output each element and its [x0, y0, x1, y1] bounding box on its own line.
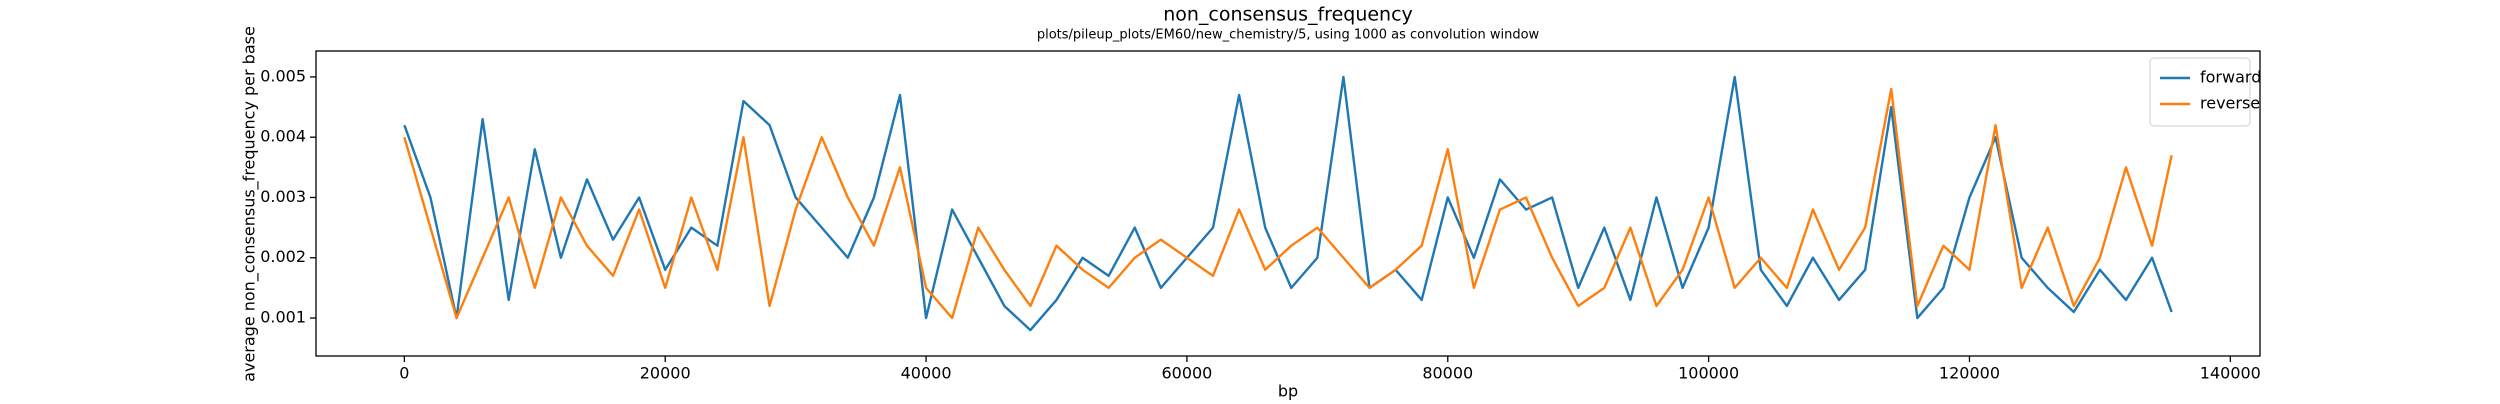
x-tick-label: 20000 — [640, 364, 691, 383]
x-tick-label: 0 — [399, 364, 409, 383]
y-axis-label: average non_consensus_frequency per base — [240, 26, 260, 382]
y-tick-label: 0.002 — [260, 247, 306, 266]
x-tick-label: 40000 — [901, 364, 952, 383]
chart-title: non_consensus_frequency — [1163, 4, 1413, 26]
y-tick-label: 0.003 — [260, 187, 306, 206]
x-tick-label: 120000 — [1939, 364, 2000, 383]
y-tick-label: 0.001 — [260, 308, 306, 327]
legend-label: reverse — [2200, 94, 2260, 113]
x-axis-label: bp — [1278, 382, 1298, 401]
x-tick-label: 140000 — [2200, 364, 2261, 383]
x-tick-label: 100000 — [1678, 364, 1739, 383]
series-line — [403, 75, 2173, 332]
series-line — [403, 87, 2173, 320]
plot-frame — [315, 50, 2261, 357]
y-tick-label: 0.005 — [260, 66, 306, 85]
legend-label: forward — [2200, 68, 2261, 87]
legend-box — [2149, 57, 2251, 127]
legend: forward reverse — [2149, 57, 2261, 127]
chart-subtitle: plots/pileup_plots/EM60/new_chemistry/5,… — [1037, 28, 1540, 43]
x-tick-label: 80000 — [1422, 364, 1473, 383]
y-tick-label: 0.004 — [260, 127, 306, 146]
x-tick-label: 60000 — [1161, 364, 1212, 383]
